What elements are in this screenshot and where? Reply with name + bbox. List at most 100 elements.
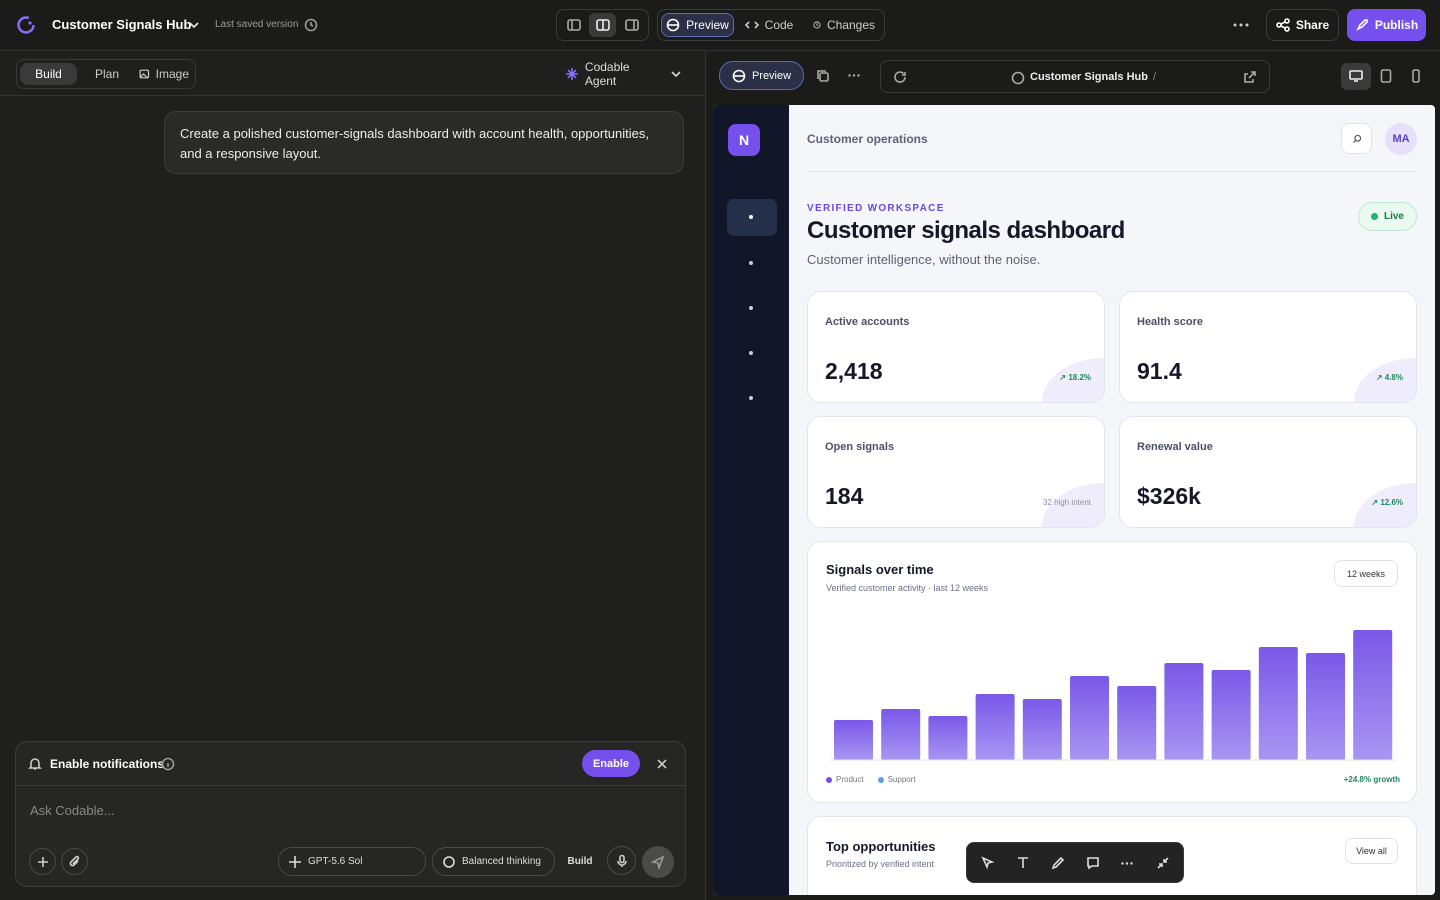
collapse-tool[interactable] bbox=[1156, 856, 1170, 870]
rocket-icon bbox=[1356, 19, 1368, 31]
saved-status: Last saved version bbox=[215, 19, 299, 30]
metric-label: Health score bbox=[1137, 316, 1204, 328]
layout-left[interactable] bbox=[567, 18, 581, 32]
code-icon bbox=[744, 21, 759, 29]
bar-chart bbox=[830, 630, 1397, 761]
history-icon bbox=[813, 21, 821, 29]
layout-split[interactable] bbox=[596, 18, 610, 32]
mode-plan[interactable]: Plan bbox=[94, 67, 120, 81]
enable-button[interactable]: Enable bbox=[582, 750, 640, 777]
share-label: Share bbox=[1295, 18, 1330, 32]
tab-changes[interactable]: Changes bbox=[813, 13, 875, 37]
more-icon[interactable] bbox=[1233, 23, 1249, 27]
bell-icon bbox=[28, 758, 42, 770]
desktop-icon bbox=[1349, 70, 1363, 82]
phone-icon[interactable] bbox=[1409, 69, 1423, 83]
nav-item[interactable] bbox=[749, 215, 753, 219]
publish-label: Publish bbox=[1374, 18, 1419, 32]
nav-item[interactable] bbox=[749, 261, 753, 265]
comment-tool[interactable] bbox=[1086, 856, 1100, 870]
nav-item[interactable] bbox=[749, 351, 753, 355]
bar bbox=[928, 716, 968, 760]
draw-tool[interactable] bbox=[1051, 856, 1065, 870]
tablet-icon[interactable] bbox=[1379, 69, 1393, 83]
search-button[interactable] bbox=[1341, 123, 1372, 154]
more-icon[interactable] bbox=[848, 74, 860, 77]
mic-button[interactable] bbox=[607, 846, 636, 875]
chart-card: Signals over time Verified customer acti… bbox=[807, 541, 1417, 803]
metric-card: Open signals 184 32 high intent bbox=[807, 416, 1105, 528]
app-header: Customer operations bbox=[807, 132, 928, 146]
chevron[interactable] bbox=[187, 18, 201, 32]
app-logo[interactable]: N bbox=[728, 124, 760, 156]
publish-button[interactable]: Publish bbox=[1347, 9, 1426, 41]
range-select[interactable]: 12 weeks bbox=[1334, 560, 1398, 587]
external-icon[interactable] bbox=[1243, 70, 1257, 84]
dashboard-subtitle: Customer intelligence, without the noise… bbox=[807, 252, 1041, 267]
refresh-icon[interactable] bbox=[893, 70, 907, 84]
growth-label: +24.8% growth bbox=[1343, 775, 1400, 784]
send-icon bbox=[651, 855, 665, 869]
thinking-select[interactable]: Balanced thinking bbox=[432, 847, 555, 876]
attach-button[interactable] bbox=[61, 848, 88, 875]
agent-select[interactable]: Codable Agent bbox=[565, 60, 683, 88]
brain-icon bbox=[443, 855, 455, 868]
nav-item[interactable] bbox=[749, 396, 753, 400]
legend-item: Support bbox=[877, 775, 916, 784]
text-tool[interactable] bbox=[1016, 856, 1030, 870]
avatar[interactable]: MA bbox=[1385, 123, 1417, 155]
copy-icon[interactable] bbox=[816, 69, 830, 83]
chart-subtitle: Verified customer activity · last 12 wee… bbox=[826, 583, 989, 593]
url-title: Customer Signals Hub bbox=[1030, 71, 1148, 83]
view-all-button[interactable]: View all bbox=[1345, 838, 1398, 864]
share-button[interactable]: Share bbox=[1266, 9, 1339, 41]
add-button[interactable] bbox=[29, 848, 56, 875]
preview-label: Preview bbox=[751, 69, 792, 82]
model-label: GPT-5.6 Sol bbox=[308, 856, 363, 867]
chevron bbox=[671, 71, 681, 78]
mode-image[interactable]: Image bbox=[139, 63, 189, 85]
divider bbox=[807, 171, 1417, 172]
metric-badge: ↗ 12.6% bbox=[1371, 498, 1403, 507]
tab-code[interactable]: Code bbox=[744, 13, 794, 37]
top-bar: Customer Signals Hub Last saved version … bbox=[0, 0, 1440, 51]
globe-icon bbox=[1011, 71, 1025, 85]
metric-value: 2,418 bbox=[825, 358, 883, 384]
metric-badge: ↗ 4.8% bbox=[1375, 373, 1403, 382]
bar bbox=[1022, 699, 1062, 760]
model-select[interactable]: GPT-5.6 Sol bbox=[278, 847, 426, 876]
sparkle-icon bbox=[565, 68, 578, 80]
info-icon[interactable] bbox=[161, 757, 175, 771]
more-icon[interactable] bbox=[1121, 862, 1133, 865]
tab-label: Code bbox=[764, 18, 794, 32]
url-bar[interactable]: Customer Signals Hub / bbox=[880, 60, 1270, 93]
tab-preview[interactable]: Preview bbox=[661, 13, 734, 37]
device-desktop[interactable] bbox=[1341, 63, 1371, 90]
url-path: / bbox=[1152, 71, 1157, 83]
mode-select[interactable]: Build bbox=[567, 856, 593, 867]
nav-item[interactable] bbox=[749, 306, 753, 310]
image-icon bbox=[139, 69, 150, 79]
send-button[interactable] bbox=[642, 846, 674, 878]
composer-input[interactable]: Ask Codable... bbox=[30, 803, 115, 818]
select-tool[interactable] bbox=[981, 856, 995, 870]
close-icon[interactable] bbox=[655, 757, 669, 771]
logo bbox=[17, 16, 35, 34]
bar bbox=[1258, 647, 1298, 760]
mode-label: Image bbox=[155, 67, 189, 81]
tab-label: Changes bbox=[826, 18, 875, 32]
metric-label: Renewal value bbox=[1137, 441, 1213, 453]
bar bbox=[1164, 663, 1204, 760]
mode-build[interactable]: Build bbox=[20, 63, 77, 85]
share-icon bbox=[1276, 18, 1290, 32]
globe-icon bbox=[666, 18, 680, 32]
bar bbox=[1306, 653, 1345, 760]
legend-item: Product bbox=[826, 775, 864, 784]
preview-button[interactable]: Preview bbox=[719, 61, 804, 90]
metric-value: 91.4 bbox=[1137, 358, 1182, 384]
history-icon[interactable] bbox=[304, 18, 318, 32]
layout-right[interactable] bbox=[625, 18, 639, 32]
app-name[interactable]: Customer Signals Hub bbox=[52, 17, 192, 32]
plus-icon bbox=[37, 856, 48, 867]
